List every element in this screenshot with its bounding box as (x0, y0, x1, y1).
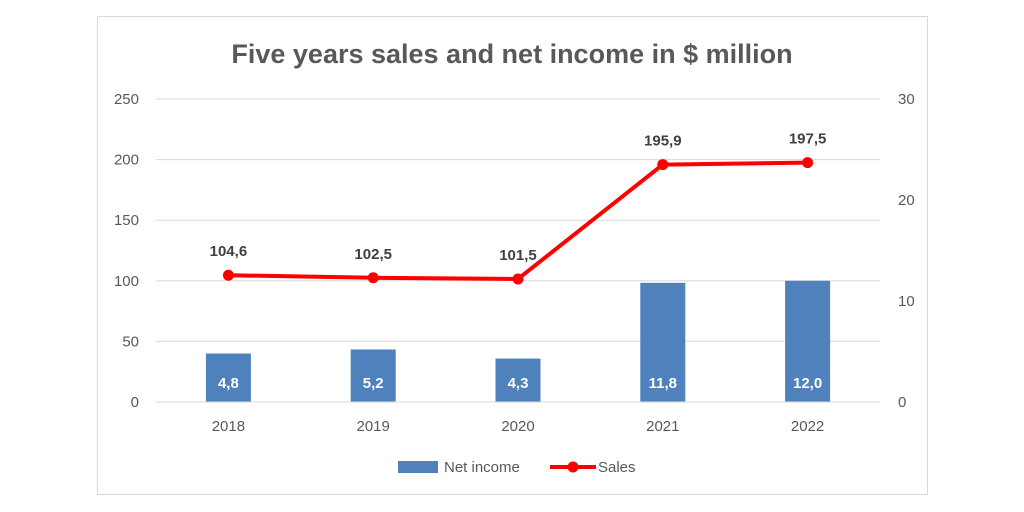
net-income-bar (495, 358, 541, 402)
sales-data-label: 101,5 (499, 247, 537, 264)
net-income-data-label: 12,0 (793, 375, 822, 392)
line-series: 104,6 102,5 101,5 195,9 197,5 (210, 131, 827, 285)
net-income-bar (205, 353, 251, 402)
legend-net-income-label: Net income (444, 459, 520, 476)
y-left-tick-label: 250 (114, 91, 139, 108)
sales-point (367, 272, 379, 284)
y-right-tick-label: 0 (898, 394, 906, 411)
net-income-data-label: 5,2 (363, 375, 384, 392)
y-left-tick-label: 50 (122, 333, 139, 350)
x-tick-label: 2022 (791, 418, 824, 435)
sales-data-label: 104,6 (210, 243, 248, 260)
chart-frame: Five years sales and net income in $ mil… (97, 16, 928, 495)
legend-sales-marker (567, 461, 579, 473)
sales-data-label: 197,5 (789, 131, 827, 148)
x-tick-label: 2018 (212, 418, 245, 435)
left-axis-ticks: 0 50 100 150 200 250 (114, 91, 139, 411)
y-left-tick-label: 100 (114, 273, 139, 290)
bar-series: 4,8 5,2 4,3 11,8 12,0 (205, 280, 831, 402)
x-tick-label: 2020 (501, 418, 534, 435)
sales-point (222, 269, 234, 281)
sales-data-label: 195,9 (644, 133, 682, 150)
net-income-bar (640, 282, 686, 402)
sales-point (512, 273, 524, 285)
chart-title: Five years sales and net income in $ mil… (231, 39, 792, 69)
y-left-tick-label: 200 (114, 152, 139, 169)
net-income-bar (350, 349, 396, 402)
legend: Net income Sales (398, 459, 636, 476)
y-left-tick-label: 0 (131, 394, 139, 411)
y-right-tick-label: 10 (898, 293, 915, 310)
legend-net-income-swatch (398, 461, 438, 473)
sales-data-label: 102,5 (354, 246, 392, 263)
net-income-data-label: 11,8 (649, 375, 677, 392)
y-left-tick-label: 150 (114, 212, 139, 229)
y-right-tick-label: 30 (898, 91, 915, 108)
sales-point (802, 157, 814, 169)
x-tick-label: 2019 (357, 418, 390, 435)
y-right-tick-label: 20 (898, 192, 915, 209)
legend-sales-label: Sales (598, 459, 636, 476)
right-axis-ticks: 0 10 20 30 (898, 91, 915, 411)
x-tick-label: 2021 (646, 418, 679, 435)
sales-point (657, 159, 669, 171)
net-income-data-label: 4,8 (218, 375, 239, 392)
net-income-bar (785, 280, 831, 402)
net-income-data-label: 4,3 (508, 375, 529, 392)
chart-canvas: Five years sales and net income in $ mil… (114, 39, 915, 476)
x-axis: 2018 2019 2020 2021 2022 (156, 401, 880, 435)
